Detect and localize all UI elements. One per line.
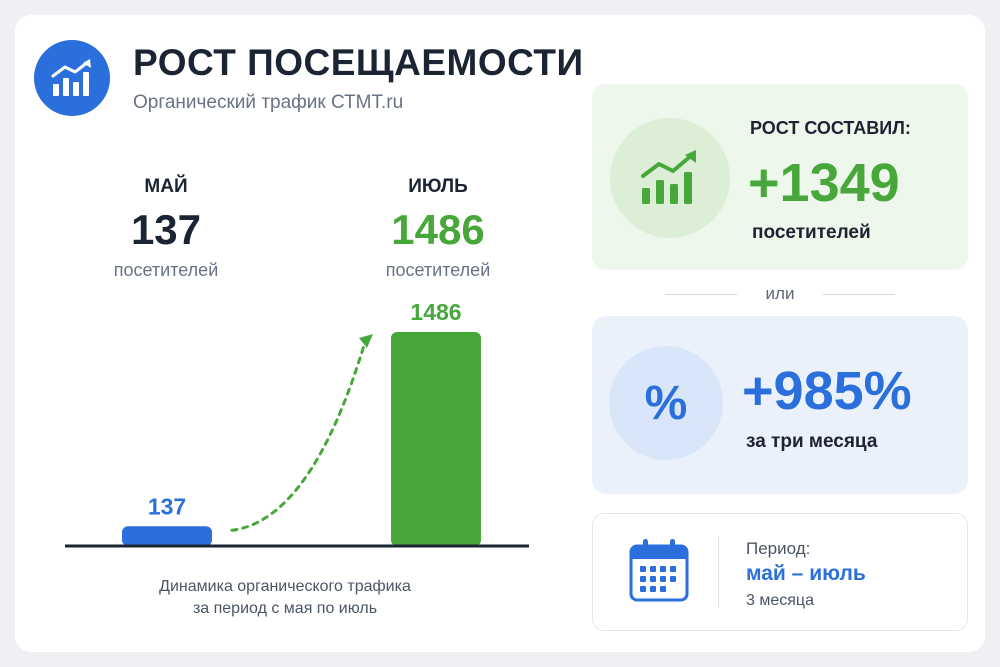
percent-value: +985%: [742, 361, 912, 421]
period-label: Период:: [746, 539, 811, 558]
bar-label-1: 1486: [410, 299, 461, 325]
stat-value: 1486: [391, 206, 485, 253]
percent-unit: за три месяца: [746, 431, 878, 452]
chart-caption: Динамика органического трафика за период…: [100, 576, 470, 620]
stat-unit: посетителей: [385, 260, 491, 280]
period-value: май – июль: [746, 562, 866, 585]
stat-july: ИЮЛЬ 1486 посетителей: [338, 176, 538, 281]
separator-line-right: [823, 294, 895, 295]
growth-arrow: [230, 340, 367, 532]
caption-line-2: за период с мая по июль: [192, 600, 378, 617]
bar-0: [122, 526, 212, 546]
page-subtitle: Органический трафик СТМТ.ru: [133, 92, 404, 113]
growth-icon-circle: [610, 118, 730, 238]
separator-line-left: [665, 294, 737, 295]
growth-arrow-head: [359, 334, 373, 348]
stat-month-label: ИЮЛЬ: [408, 176, 468, 197]
chart-growth-icon: [641, 150, 696, 204]
page-title: РОСТ ПОСЕЩАЕМОСТИ: [133, 42, 584, 83]
chart-growth-icon: [51, 59, 91, 96]
separator-text: или: [765, 284, 795, 303]
bar-label-0: 137: [148, 493, 186, 519]
period-duration: 3 месяца: [746, 592, 814, 609]
calendar-icon: [629, 539, 689, 602]
period-divider: [718, 536, 719, 608]
stat-value: 137: [130, 206, 202, 253]
caption-line-1: Динамика органического трафика: [159, 578, 411, 595]
logo-badge: [34, 40, 110, 116]
bar-1: [391, 332, 481, 546]
stat-may: МАЙ 137 посетителей: [66, 176, 266, 281]
growth-value: +1349: [748, 153, 900, 213]
stat-unit: посетителей: [113, 260, 219, 280]
percent-icon: %: [609, 346, 723, 460]
growth-unit: посетителей: [752, 222, 871, 243]
bar-chart: 137 1486: [65, 299, 529, 548]
stat-month-label: МАЙ: [144, 176, 188, 197]
growth-label: РОСТ СОСТАВИЛ:: [750, 118, 911, 138]
